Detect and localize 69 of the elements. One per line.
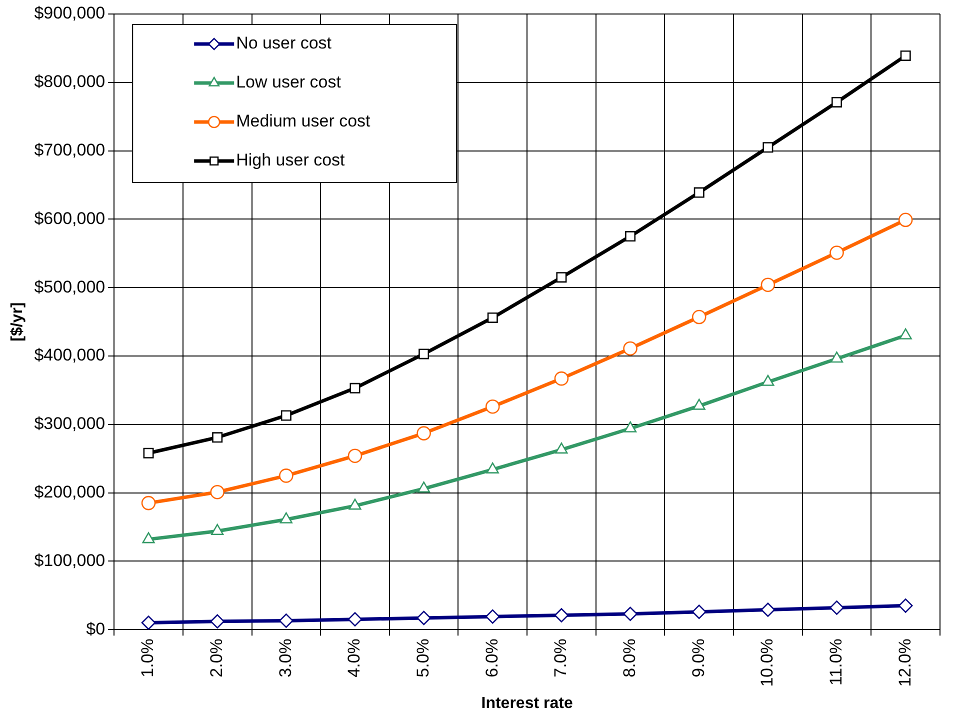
- x-tick-label: 11.0%: [826, 638, 846, 686]
- point: [418, 348, 430, 360]
- point: [210, 614, 224, 629]
- point: [694, 187, 704, 198]
- point: [900, 50, 911, 61]
- point: [762, 142, 774, 153]
- point: [279, 468, 294, 483]
- x-tick-label: 2.0%: [207, 638, 226, 678]
- y-tick-label: $800,000: [34, 72, 106, 92]
- point: [485, 609, 500, 624]
- y-tick-label: $100,000: [34, 550, 106, 570]
- x-tick-label: 7.0%: [551, 638, 570, 678]
- point: [416, 610, 431, 626]
- y-tick-label: $300,000: [34, 414, 106, 434]
- point: [350, 382, 360, 394]
- point: [485, 399, 500, 414]
- point: [348, 498, 362, 510]
- point: [418, 482, 430, 493]
- y-tick-label: $400,000: [34, 346, 106, 365]
- point: [212, 432, 223, 443]
- point: [554, 608, 569, 622]
- point: [487, 312, 498, 323]
- point: [141, 496, 156, 510]
- point: [556, 272, 567, 283]
- point: [760, 278, 776, 292]
- point: [898, 212, 913, 228]
- point: [348, 612, 362, 626]
- y-tick-label: $500,000: [34, 277, 106, 296]
- x-tick-label: 12.0%: [895, 638, 914, 687]
- point: [830, 352, 844, 363]
- point: [623, 341, 638, 356]
- y-axis-title: [$/yr]: [9, 302, 26, 342]
- point: [555, 442, 568, 454]
- point: [416, 426, 431, 440]
- point: [623, 606, 638, 622]
- x-axis-title: Interest rate: [481, 694, 573, 712]
- point: [279, 614, 294, 628]
- point: [625, 231, 636, 242]
- point: [898, 598, 913, 613]
- point: [692, 604, 706, 619]
- x-tick-label: 6.0%: [482, 638, 502, 678]
- point: [692, 310, 706, 324]
- x-tick-label: 3.0%: [276, 638, 295, 678]
- y-tick-label: $0: [86, 619, 106, 638]
- legend-label: Medium user cost: [236, 112, 371, 131]
- x-tick-label: 4.0%: [344, 638, 364, 678]
- x-tick-label: 8.0%: [620, 638, 639, 678]
- point: [348, 448, 362, 464]
- y-tick-label: $900,000: [34, 4, 106, 23]
- y-tick-label: $200,000: [34, 482, 106, 502]
- legend-label: High user cost: [236, 150, 346, 170]
- point: [142, 532, 155, 544]
- x-tick-label: 9.0%: [688, 638, 708, 678]
- point: [554, 371, 569, 386]
- legend-label: Low user cost: [236, 72, 342, 92]
- point: [830, 246, 844, 260]
- legend-label: No user cost: [236, 34, 332, 53]
- point: [832, 96, 842, 108]
- point: [143, 448, 154, 458]
- point: [760, 602, 776, 617]
- point: [830, 600, 844, 615]
- point: [280, 410, 292, 421]
- y-tick-label: $600,000: [34, 208, 106, 228]
- x-tick-label: 5.0%: [414, 638, 433, 678]
- point: [210, 484, 224, 500]
- y-tick-label: $700,000: [34, 140, 106, 160]
- point: [141, 616, 156, 630]
- x-tick-label: 1.0%: [138, 638, 158, 678]
- x-tick-label: 10.0%: [758, 638, 777, 687]
